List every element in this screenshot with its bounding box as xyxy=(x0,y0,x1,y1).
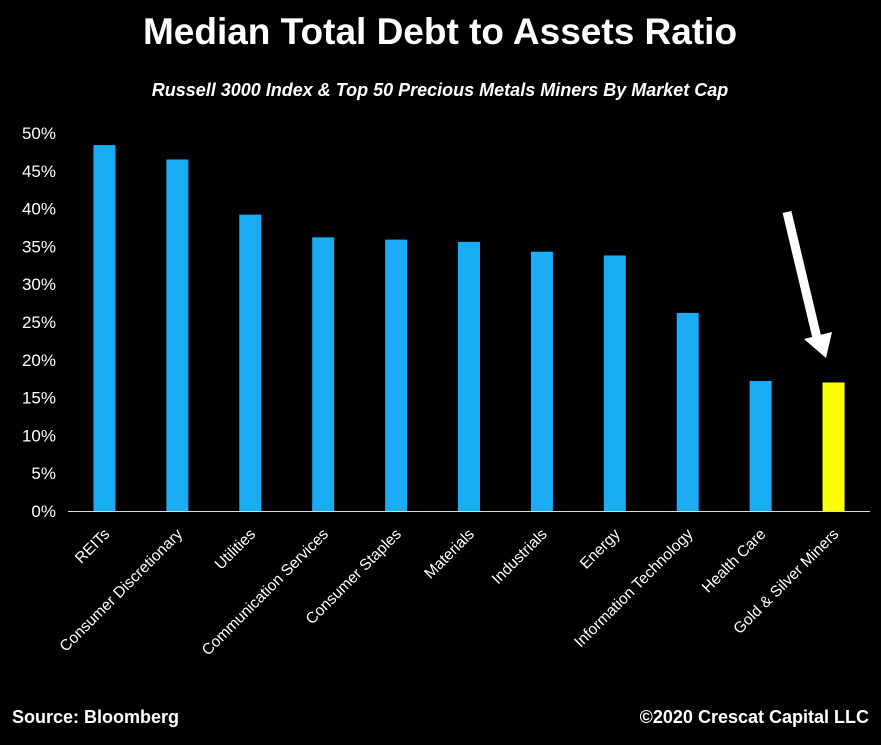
bar xyxy=(458,241,480,511)
copyright-note: ©2020 Crescat Capital LLC xyxy=(640,707,869,727)
bar xyxy=(676,312,699,511)
source-note: Source: Bloomberg xyxy=(12,707,179,727)
bar xyxy=(312,237,335,511)
bars-group xyxy=(93,145,845,511)
y-axis: 0% 5% 10% 15% 20% 25% 30% 35% 40% 45% 50% xyxy=(22,124,870,521)
bar xyxy=(166,159,189,511)
y-tick-label: 30% xyxy=(22,275,56,294)
arrow-shaft xyxy=(782,210,822,340)
chart-title: Median Total Debt to Assets Ratio xyxy=(143,11,737,52)
y-tick-label: 25% xyxy=(22,313,56,332)
y-tick-label: 40% xyxy=(22,200,56,219)
y-tick-label: 10% xyxy=(22,426,56,445)
y-tick-label: 35% xyxy=(22,237,56,256)
bar xyxy=(385,239,408,511)
y-tick-label: 0% xyxy=(31,502,56,521)
chart-subtitle: Russell 3000 Index & Top 50 Precious Met… xyxy=(152,80,729,100)
y-tick-label: 50% xyxy=(22,124,56,143)
arrow-head xyxy=(804,332,832,358)
bar xyxy=(749,380,772,511)
bar xyxy=(822,382,845,511)
y-tick-label: 5% xyxy=(31,464,56,483)
annotation-arrow xyxy=(782,210,832,358)
y-tick-label: 15% xyxy=(22,389,56,408)
bar xyxy=(603,255,626,511)
bar xyxy=(93,145,116,511)
y-tick-label: 20% xyxy=(22,351,56,370)
bar xyxy=(239,214,262,511)
y-tick-label: 45% xyxy=(22,162,56,181)
bar xyxy=(530,251,553,511)
